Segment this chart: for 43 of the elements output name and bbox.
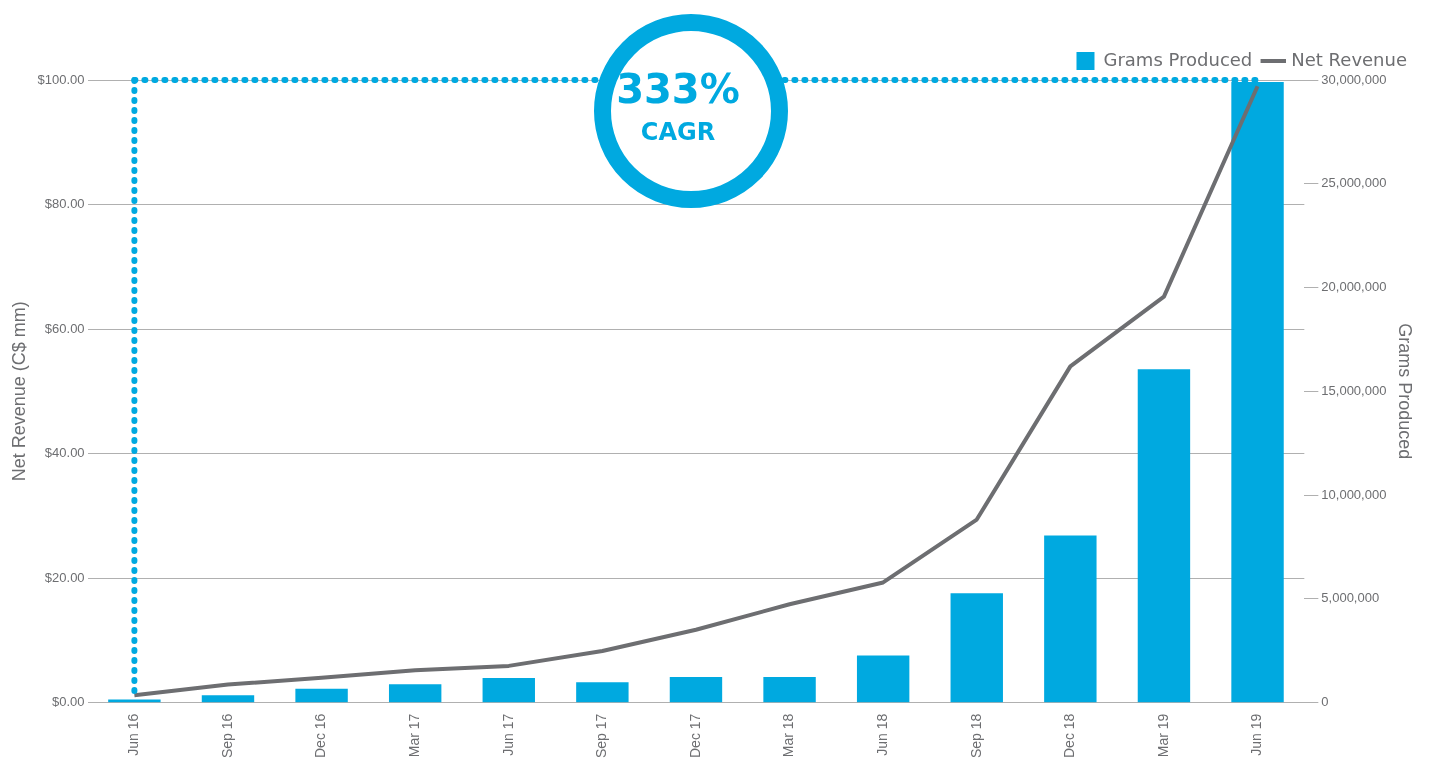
y-tick-label: $20.00 (44, 569, 85, 585)
x-tick-label: Jun 17 (499, 713, 516, 756)
y-tick-label: $80.00 (44, 196, 85, 212)
x-tick-label: Mar 19 (1154, 713, 1171, 758)
bar (1137, 369, 1191, 703)
bar (763, 676, 816, 703)
y-tick-label: $100.00 (37, 71, 85, 87)
x-tick-label: Mar 17 (406, 713, 423, 758)
y2-tick-label: 25,000,000 (1321, 175, 1387, 191)
x-tick-label: Dec 17 (686, 713, 703, 758)
bar (388, 684, 442, 703)
y2-axis-title: Grams Produced (1395, 323, 1416, 460)
bar (1044, 535, 1097, 703)
y2-tick-label: 15,000,000 (1321, 382, 1387, 398)
bar (201, 695, 255, 703)
y-tick-label: $60.00 (44, 320, 85, 336)
x-tick-label: Jun 16 (125, 713, 142, 756)
x-tick-label: Sep 16 (218, 713, 235, 758)
bar (482, 677, 535, 703)
x-tick-label: Sep 17 (593, 713, 610, 758)
bar (856, 655, 910, 703)
x-tick-label: Dec 18 (1061, 713, 1078, 758)
x-tick-label: Dec 16 (312, 713, 329, 758)
y2-tick-label: 20,000,000 (1321, 279, 1387, 295)
y2-tick-label: 30,000,000 (1321, 71, 1387, 87)
y-tick-label: $0.00 (52, 694, 85, 710)
y2-tick-label: 5,000,000 (1321, 590, 1380, 606)
y2-tick-label: 10,000,000 (1321, 486, 1387, 502)
annotation: CAGR (639, 118, 717, 146)
legend-label: Grams Produced (1103, 48, 1253, 70)
x-tick-label: Mar 18 (780, 713, 797, 758)
bar (669, 676, 723, 703)
bar (576, 682, 629, 703)
bar (295, 688, 348, 703)
bar (950, 593, 1003, 703)
legend-label: Net Revenue (1291, 48, 1408, 70)
y-tick-label: $40.00 (44, 445, 85, 461)
x-tick-label: Jun 18 (874, 713, 891, 756)
x-tick-label: Sep 18 (967, 713, 984, 758)
x-tick-label: Jun 19 (1248, 713, 1265, 756)
y2-tick-label: 0 (1321, 694, 1329, 710)
y-axis-title: Net Revenue (C$ mm) (8, 301, 29, 482)
annotation: 333% (615, 66, 741, 112)
